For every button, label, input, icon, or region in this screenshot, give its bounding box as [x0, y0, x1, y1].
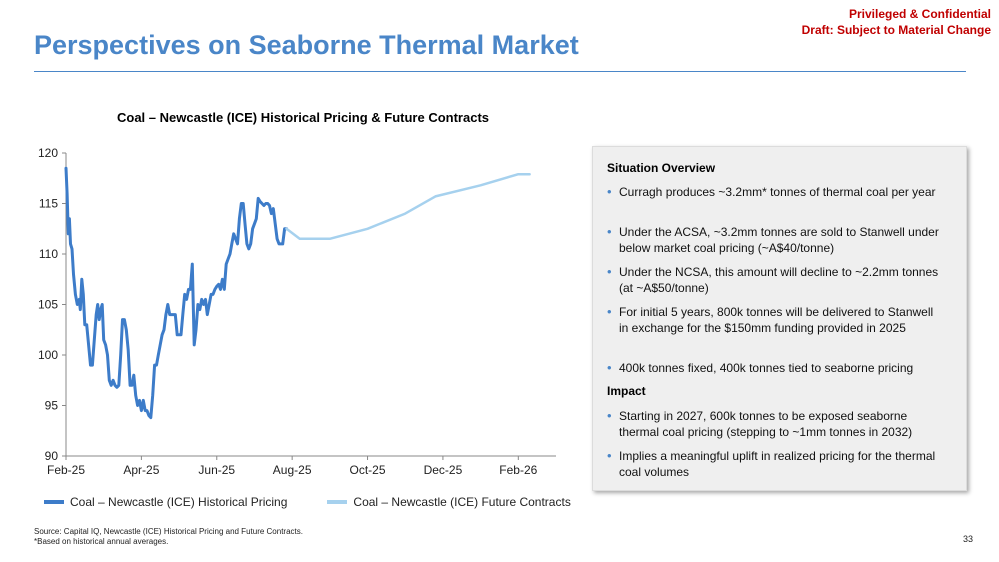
legend-swatch-futures	[327, 500, 348, 504]
x-tick-label: Feb-25	[47, 463, 85, 477]
confidential-line-1: Privileged & Confidential	[848, 7, 991, 21]
footnotes: Source: Capital IQ, Newcastle (ICE) Hist…	[34, 527, 303, 547]
y-tick-label: 120	[38, 146, 58, 160]
situation-bullet: Under the ACSA, ~3.2mm tonnes are sold t…	[607, 224, 944, 256]
chart-series	[64, 166, 531, 420]
legend-swatch-historical	[44, 500, 64, 504]
confidential-notice: Privileged & Confidential Draft: Subject…	[802, 6, 991, 38]
x-tick-label: Apr-25	[123, 463, 159, 477]
impact-heading: Impact	[607, 384, 646, 398]
y-tick-label: 90	[45, 449, 59, 463]
impact-bullet: Implies a meaningful uplift in realized …	[607, 448, 944, 480]
x-tick-label: Dec-25	[424, 463, 463, 477]
impact-bullet: Starting in 2027, 600k tonnes to be expo…	[607, 408, 944, 440]
y-tick-label: 95	[45, 399, 59, 413]
historical-price-line	[64, 166, 288, 420]
confidential-line-2: Draft: Subject to Material Change	[801, 23, 991, 37]
price-chart: 90 95 100 105 110 115 120 Feb-25 Apr-25 Jun-25 Aug…	[38, 146, 556, 477]
chart-legend: Coal – Newcastle (ICE) Historical Pricin…	[44, 495, 571, 509]
x-tick-label: Feb-26	[499, 463, 537, 477]
legend-label-historical: Coal – Newcastle (ICE) Historical Pricin…	[70, 495, 288, 509]
situation-bullet: For initial 5 years, 800k tonnes will be…	[607, 304, 944, 336]
x-tick-label: Jun-25	[198, 463, 235, 477]
x-tick-label: Aug-25	[273, 463, 312, 477]
situation-panel: Situation Overview Curragh produces ~3.2…	[592, 146, 967, 491]
legend-item-futures: Coal – Newcastle (ICE) Future Contracts	[327, 495, 571, 509]
y-tick-label: 105	[38, 298, 58, 312]
chart-title: Coal – Newcastle (ICE) Historical Pricin…	[116, 110, 490, 125]
source-note: Source: Capital IQ, Newcastle (ICE) Hist…	[34, 527, 303, 536]
x-tick-label: Oct-25	[350, 463, 386, 477]
title-divider	[34, 71, 966, 72]
slide-title: Perspectives on Seaborne Thermal Market	[34, 30, 579, 60]
y-tick-label: 115	[39, 197, 58, 211]
legend-label-futures: Coal – Newcastle (ICE) Future Contracts	[353, 495, 571, 509]
y-tick-label: 110	[39, 247, 58, 261]
situation-bullet: 400k tonnes fixed, 400k tonnes tied to s…	[607, 360, 944, 376]
situation-bullet: Curragh produces ~3.2mm* tonnes of therm…	[607, 184, 944, 200]
situation-bullet: Under the NCSA, this amount will decline…	[607, 264, 944, 296]
future-contracts-line	[285, 172, 531, 241]
page-number: 33	[962, 534, 973, 544]
chart-axes: 90 95 100 105 110 115 120 Feb-25 Apr-25 Jun-25 Aug…	[38, 146, 556, 477]
basis-note: *Based on historical annual averages.	[34, 537, 169, 546]
situation-heading: Situation Overview	[607, 161, 716, 175]
y-tick-label: 100	[38, 348, 58, 362]
legend-item-historical: Coal – Newcastle (ICE) Historical Pricin…	[44, 495, 287, 509]
